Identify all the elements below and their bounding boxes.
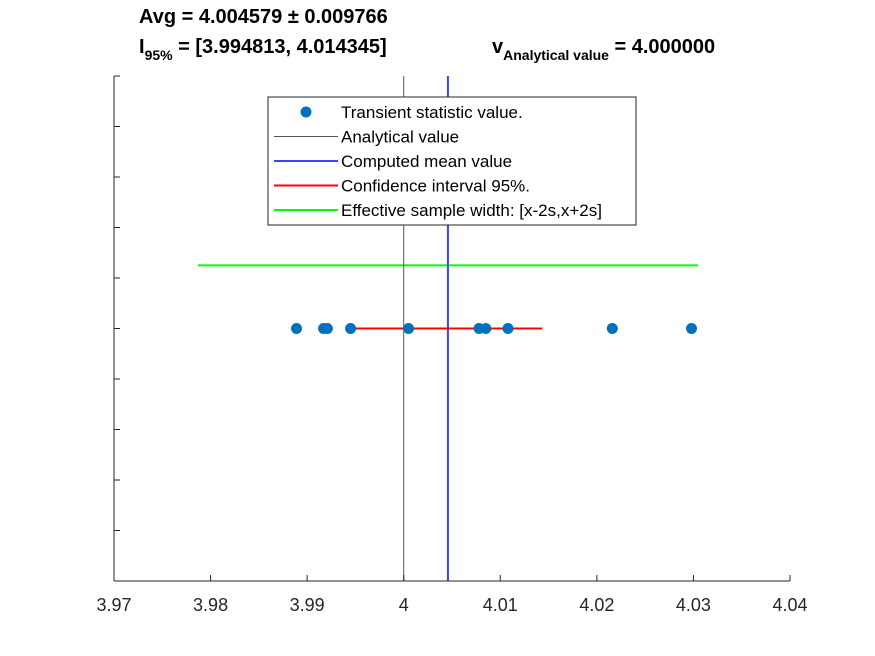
ref-symbol: v — [492, 36, 504, 58]
x-tick-label: 4 — [399, 595, 409, 615]
data-point — [321, 323, 333, 334]
x-tick-label: 4.03 — [676, 595, 711, 615]
x-tick-label: 3.98 — [193, 595, 228, 615]
legend-label: Confidence interval 95%. — [341, 177, 530, 196]
data-point — [403, 323, 415, 334]
data-point — [685, 323, 697, 334]
data-point — [606, 323, 618, 334]
data-point — [502, 323, 514, 334]
data-point — [291, 323, 303, 334]
legend-label: Transient statistic value. — [341, 103, 523, 122]
data-point — [345, 323, 357, 334]
axes: 3.97 3.98 3.99 4 4.01 4.02 4.03 4.04 — [96, 75, 808, 615]
x-tick-label: 3.99 — [290, 595, 325, 615]
ci-text: = [3.994813, 4.014345] — [172, 36, 387, 58]
legend: Transient statistic value. Analytical val… — [267, 96, 637, 226]
chart-title-line-2-ref: vAnalytical value = 4.000000 — [492, 36, 716, 63]
legend-point-marker — [300, 106, 312, 118]
ref-text: = 4.000000 — [608, 36, 716, 58]
ci-symbol: I — [139, 36, 145, 58]
x-tick-label: 4.02 — [579, 595, 614, 615]
ref-subscript: Analytical value — [503, 47, 609, 63]
legend-label: Computed mean value — [341, 152, 512, 171]
plus-minus-symbol: ± — [287, 6, 299, 28]
x-tick-label: 3.97 — [96, 595, 131, 615]
ci-subscript: 95% — [144, 47, 173, 63]
x-tick-label: 4.04 — [772, 595, 807, 615]
avg-value: 4.004579 — [198, 6, 283, 28]
chart-title-line-1: Avg = 4.004579 ± 0.009766 — [139, 6, 388, 29]
legend-label: Effective sample width: [x-2s,x+2s] — [341, 201, 602, 220]
chart-title-line-2-ci: I95% = [3.994813, 4.014345] — [139, 36, 387, 63]
x-tick-label: 4.01 — [483, 595, 518, 615]
legend-label: Analytical value — [341, 128, 459, 147]
avg-error: 0.009766 — [304, 6, 388, 28]
data-point — [480, 323, 492, 334]
avg-prefix: Avg = — [139, 6, 199, 28]
